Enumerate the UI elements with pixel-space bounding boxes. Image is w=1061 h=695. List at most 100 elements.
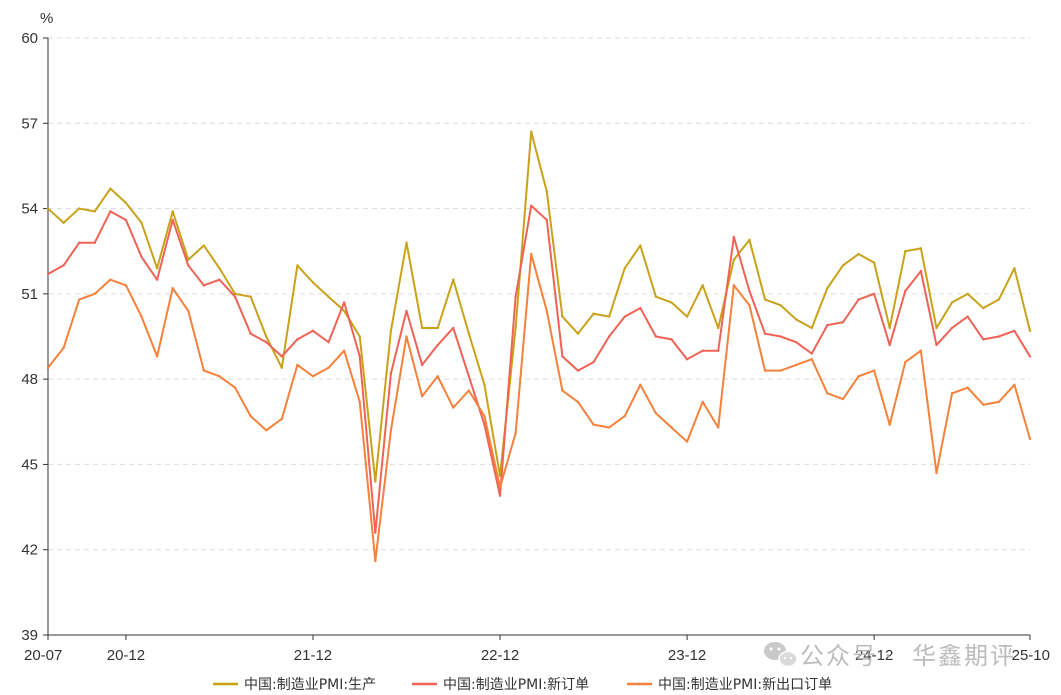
data-point [950, 301, 954, 304]
series-layer [46, 130, 1032, 563]
data-point [171, 218, 174, 222]
watermark-brand: 公众号 [800, 642, 878, 670]
x-tick-label: 21-12 [294, 647, 332, 664]
data-point [701, 284, 704, 287]
data-point [342, 301, 346, 304]
y-tick-label: 39 [21, 627, 38, 644]
data-point [77, 298, 81, 301]
data-point [374, 531, 377, 534]
data-point [467, 332, 471, 335]
data-point [623, 414, 626, 418]
legend-item-3[interactable]: 中国:制造业PMI:新出口订单 [627, 677, 832, 693]
data-point [1028, 355, 1032, 358]
data-point [810, 352, 813, 355]
data-point [296, 264, 299, 267]
watermark: 公众号 · 华鑫期评 [764, 642, 1014, 670]
data-point [311, 375, 315, 378]
data-point [389, 329, 393, 333]
data-point [187, 264, 190, 267]
series-1 [46, 130, 1032, 483]
data-point [545, 190, 548, 193]
data-point [358, 335, 361, 338]
data-point [280, 417, 284, 421]
data-point [794, 318, 798, 321]
data-point [452, 326, 455, 330]
data-point [1013, 267, 1016, 270]
data-point [530, 130, 533, 134]
data-point [732, 258, 736, 261]
data-point [218, 375, 221, 378]
data-point [62, 264, 65, 267]
data-point [93, 241, 96, 244]
data-point [140, 255, 143, 259]
data-point [966, 386, 969, 389]
data-point [498, 494, 502, 497]
data-point [561, 389, 564, 392]
legend-item-1[interactable]: 中国:制造业PMI:生产 [213, 677, 376, 693]
data-point [935, 343, 938, 347]
data-point [810, 358, 813, 361]
data-point [1028, 437, 1032, 441]
data-point [140, 315, 143, 318]
data-point [841, 264, 845, 267]
data-point [233, 295, 237, 298]
data-point [670, 301, 673, 304]
data-point [405, 309, 408, 313]
data-point [327, 340, 330, 344]
data-point [420, 395, 424, 398]
x-ticks: 20-07 20-12 21-12 22-12 23-12 24-12 25-10 [24, 635, 1050, 664]
data-point [966, 292, 969, 296]
data-point [701, 400, 704, 404]
data-point [155, 355, 159, 358]
data-point [982, 338, 985, 341]
data-point [483, 423, 486, 426]
data-point [187, 258, 190, 261]
legend-item-2[interactable]: 中国:制造业PMI:新订单 [412, 677, 589, 693]
data-point [576, 369, 580, 372]
data-point [763, 369, 767, 372]
data-point [982, 306, 985, 310]
data-point [62, 221, 65, 224]
y-tick-label: 48 [21, 371, 38, 388]
data-point [467, 375, 471, 378]
data-point [607, 315, 611, 318]
data-point [592, 312, 595, 315]
data-point [561, 355, 564, 358]
data-point [779, 335, 782, 338]
data-point [545, 218, 548, 222]
data-point [826, 286, 829, 290]
data-point [997, 298, 1001, 301]
data-point [249, 414, 252, 418]
data-point [420, 326, 424, 330]
data-point [389, 372, 393, 375]
data-point [857, 298, 860, 301]
data-point [77, 207, 81, 210]
data-point [888, 326, 891, 330]
data-point [857, 375, 860, 378]
data-point [452, 278, 455, 281]
data-point [841, 321, 845, 324]
data-point [530, 204, 533, 207]
data-point [1028, 329, 1032, 333]
data-point [483, 414, 486, 418]
data-point [748, 304, 751, 307]
data-point [904, 250, 907, 253]
data-point [202, 284, 206, 287]
legend: 中国:制造业PMI:生产 中国:制造业PMI:新订单 中国:制造业PMI:新出口订单 [213, 677, 832, 693]
data-point [358, 400, 361, 404]
data-point [717, 326, 720, 330]
data-point [779, 369, 782, 372]
data-point [639, 244, 642, 247]
data-point [202, 369, 206, 372]
data-point [452, 406, 455, 409]
y-ticks: 39 42 45 48 51 54 57 60 [21, 30, 48, 644]
data-point [155, 267, 159, 270]
x-tick-label: 20-07 [24, 647, 62, 664]
data-point [280, 355, 284, 358]
data-point [327, 366, 330, 369]
data-point [77, 241, 81, 244]
series-line [47, 253, 1031, 563]
legend-label: 中国:制造业PMI:新订单 [443, 677, 589, 693]
data-point [514, 326, 517, 330]
data-point [623, 267, 626, 270]
